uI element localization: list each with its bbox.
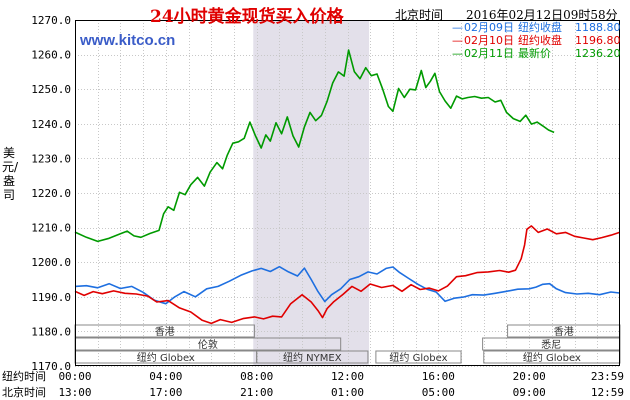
legend-line-mark: — <box>452 34 463 47</box>
legend-item-feb09: — 02月09日 纽约收盘 1188.80 <box>452 21 622 34</box>
y-tick-label: 1180.0 <box>31 325 71 338</box>
x-tick-label: 21:00 <box>240 386 273 399</box>
highlight-band <box>253 20 370 366</box>
session-label: 悉尼 <box>541 339 561 351</box>
session-label: 纽约 NYMEX <box>283 351 342 364</box>
legend-desc: 纽约收盘 <box>518 34 562 47</box>
y-tick-label: 1260.0 <box>31 49 71 62</box>
x-tick-label: 01:00 <box>331 386 364 399</box>
timezone-label: 北京时间 <box>395 8 444 22</box>
x-tick-labels: 纽约时间 00:00 04:00 08:00 12:00 16:00 20:00 23:59 北… <box>2 369 624 399</box>
y-axis-label: 美元/盎司 <box>2 146 19 202</box>
y-tick-label: 1210.0 <box>31 222 71 235</box>
y-tick-label: 1230.0 <box>31 152 71 165</box>
legend-line-mark: — <box>452 47 463 60</box>
legend-desc: 纽约收盘 <box>518 21 562 34</box>
session-label: 纽约 Globex <box>523 351 581 364</box>
brand-link[interactable]: www.kitco.cn <box>80 32 176 49</box>
session-label: 香港 <box>554 326 574 338</box>
chart-title: 24小时黄金现货买入价格 <box>150 7 344 27</box>
y-tick-label: 1190.0 <box>31 291 71 304</box>
y-tick-label: 1220.0 <box>31 187 71 200</box>
session-label: 伦敦 <box>198 338 218 351</box>
x-row-label: 纽约时间 <box>2 369 46 383</box>
legend-value: 1188.80 <box>575 21 621 34</box>
legend: — 02月09日 纽约收盘 1188.80 — 02月10日 纽约收盘 1196… <box>452 21 622 60</box>
series-line <box>74 225 620 325</box>
session-label: 纽约 Globex <box>389 351 447 364</box>
legend-value: 1196.80 <box>575 34 621 47</box>
session-bar <box>256 350 369 364</box>
x-tick-label: 17:00 <box>149 386 182 399</box>
y-tick-labels: 1170.0 1180.0 1190.0 1200.0 1210.0 1220.0 1230… <box>31 14 71 373</box>
session-label: 纽约 Globex <box>137 351 195 364</box>
grid <box>75 20 620 367</box>
x-tick-label: 13:00 <box>58 386 91 399</box>
y-tick-label: 1240.0 <box>31 118 71 131</box>
legend-item-feb11: — 02月11日 最新价 1236.20 <box>452 47 622 60</box>
y-tick-label: 1170.0 <box>31 360 71 373</box>
update-datetime: 2016年02月12日09时58分 <box>466 8 618 22</box>
y-tick-label: 1200.0 <box>31 256 71 269</box>
legend-date: 02月11日 <box>464 47 514 60</box>
x-tick-label: 04:00 <box>149 370 182 383</box>
x-tick-label: 12:59 <box>591 386 624 399</box>
ny-session-highlight <box>253 20 370 366</box>
series-line <box>74 49 555 243</box>
legend-value: 1236.20 <box>575 47 621 60</box>
x-tick-label: 09:00 <box>513 386 546 399</box>
legend-date: 02月09日 <box>464 21 514 34</box>
x-tick-label: 20:00 <box>513 370 546 383</box>
series-line <box>74 265 620 305</box>
legend-line-mark: — <box>452 21 463 34</box>
price-series <box>74 49 620 325</box>
legend-item-feb10: — 02月10日 纽约收盘 1196.80 <box>452 34 622 47</box>
y-tick-label: 1250.0 <box>31 83 71 96</box>
x-tick-label: 23:59 <box>591 370 624 383</box>
session-bar <box>375 350 462 364</box>
legend-date: 02月10日 <box>464 34 514 47</box>
x-tick-label: 12:00 <box>331 370 364 383</box>
x-tick-label: 16:00 <box>422 370 455 383</box>
session-label: 香港 <box>155 326 175 338</box>
legend-desc: 最新价 <box>518 47 551 60</box>
x-tick-label: 00:00 <box>58 370 91 383</box>
plot-frame <box>75 20 620 366</box>
x-row-label: 北京时间 <box>2 385 46 399</box>
x-tick-label: 08:00 <box>240 370 273 383</box>
y-tick-label: 1270.0 <box>31 14 71 27</box>
x-tick-label: 05:00 <box>422 386 455 399</box>
